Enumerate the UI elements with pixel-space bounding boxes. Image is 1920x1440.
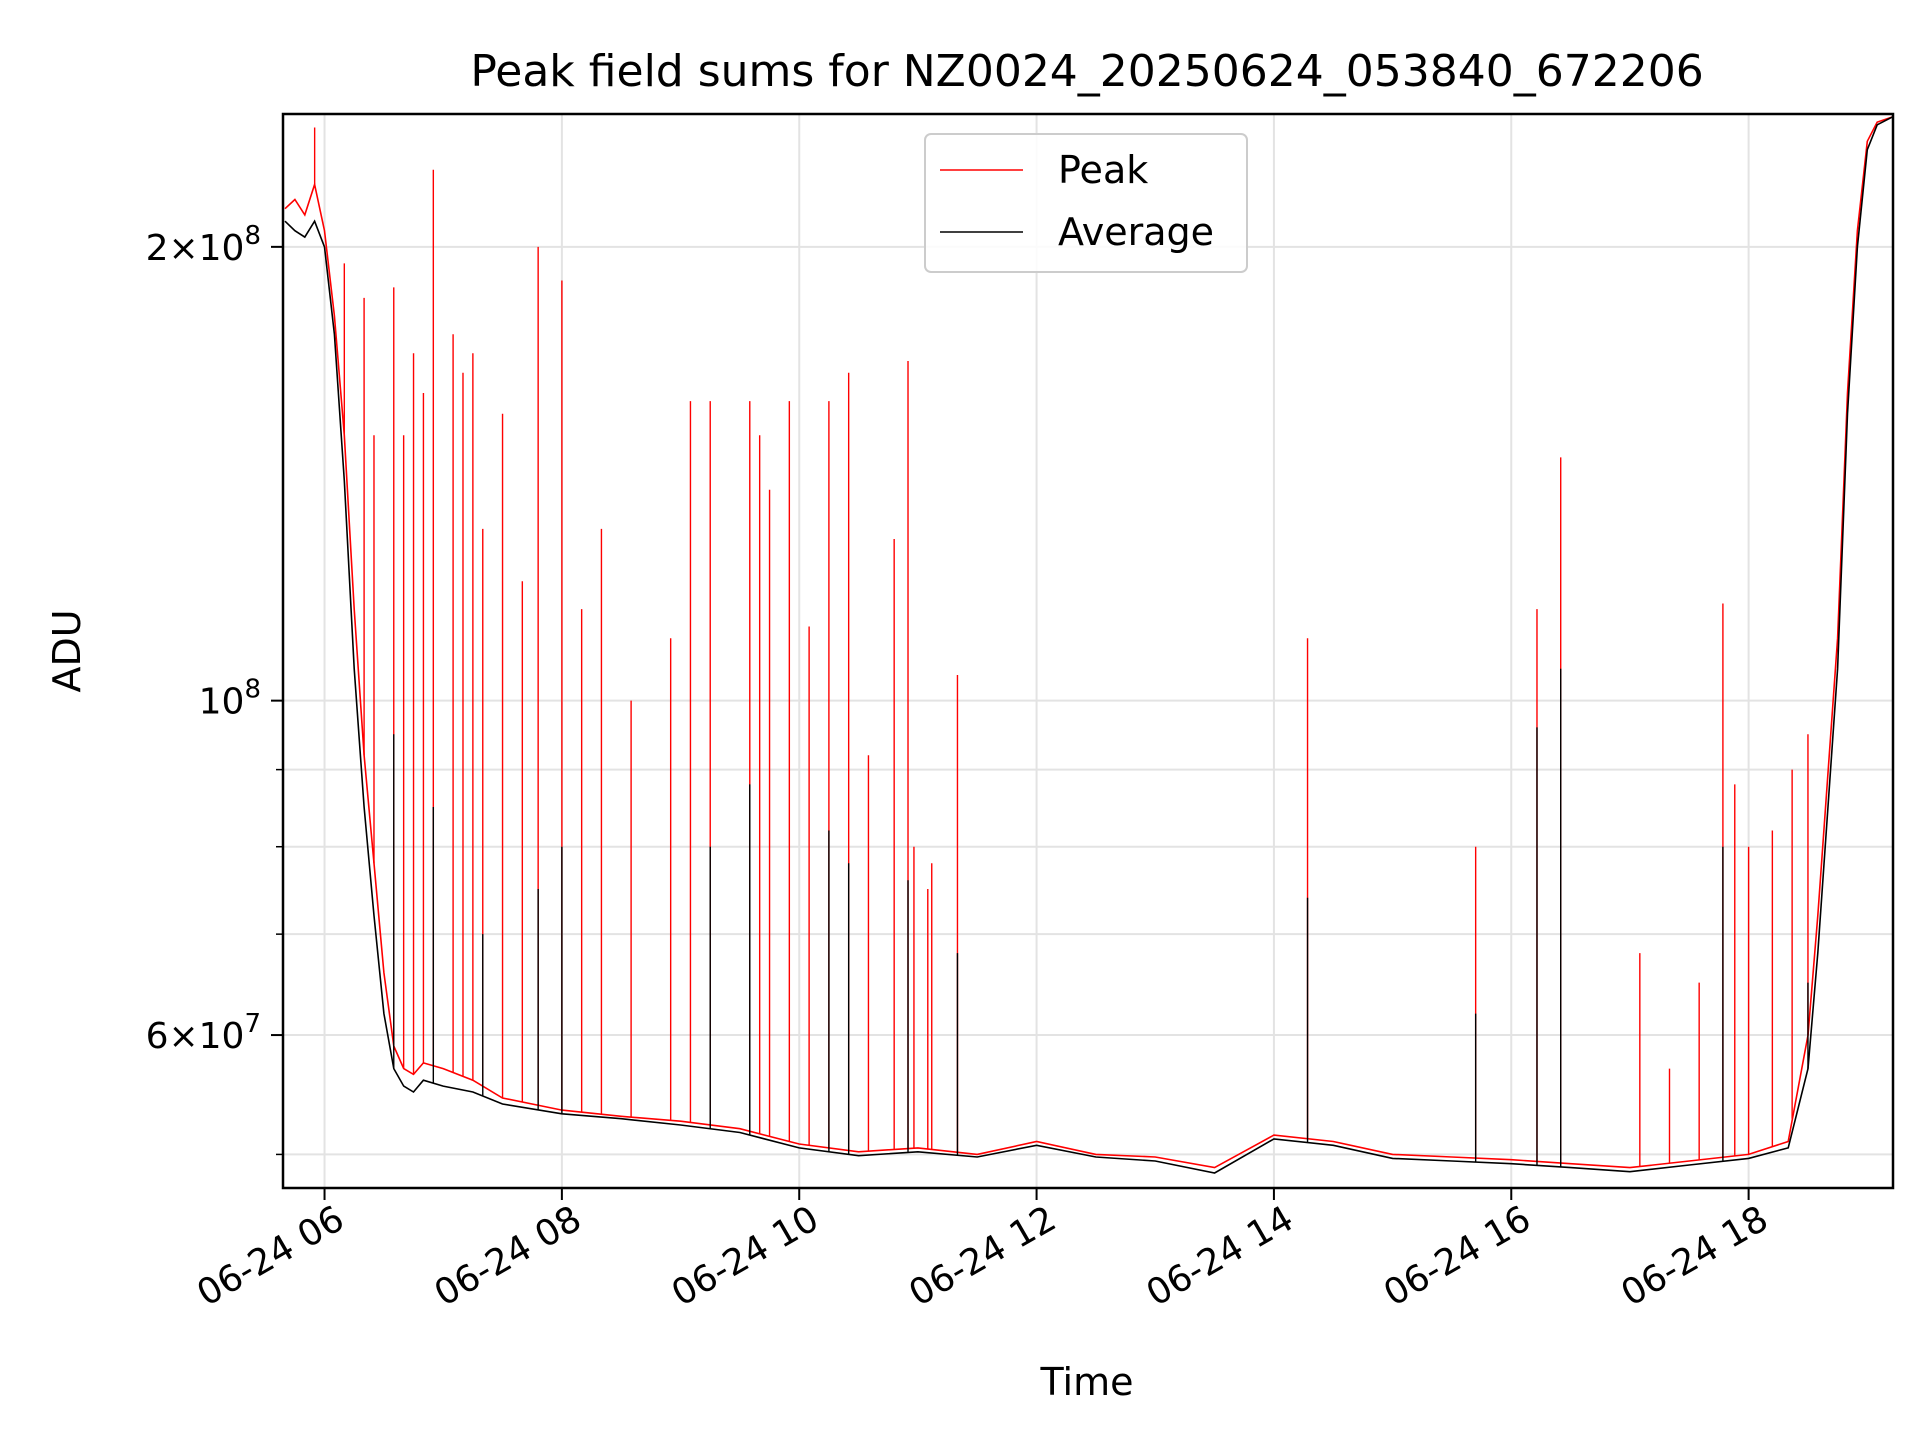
- y-tick-label: 108: [199, 675, 261, 723]
- y-axis-label: ADU: [45, 609, 89, 692]
- legend: Peak Average: [924, 133, 1248, 273]
- chart-title: Peak field sums for NZ0024_20250624_0538…: [470, 46, 1703, 97]
- legend-box: [924, 133, 1248, 273]
- y-tick-base: 6×10: [146, 1016, 245, 1057]
- y-tick-exponent: 8: [244, 675, 261, 705]
- series-line-peak: [284, 115, 1894, 1169]
- y-tick-base: 10: [199, 682, 245, 723]
- legend-label-average: Average: [1058, 210, 1214, 254]
- series-average: [284, 115, 1894, 1174]
- series-peak: [284, 115, 1894, 1169]
- y-tick-base: 2×10: [146, 228, 245, 269]
- plot-frame: [281, 112, 1895, 1190]
- y-tick-label: 6×107: [146, 1009, 261, 1057]
- y-tick-label: 2×108: [146, 221, 261, 269]
- series-line-average: [284, 115, 1894, 1174]
- y-tick-exponent: 7: [244, 1009, 261, 1039]
- x-axis-label: Time: [1040, 1360, 1134, 1404]
- series-layer: [284, 115, 1894, 1174]
- y-tick-exponent: 8: [244, 221, 261, 251]
- legend-label-peak: Peak: [1058, 148, 1148, 192]
